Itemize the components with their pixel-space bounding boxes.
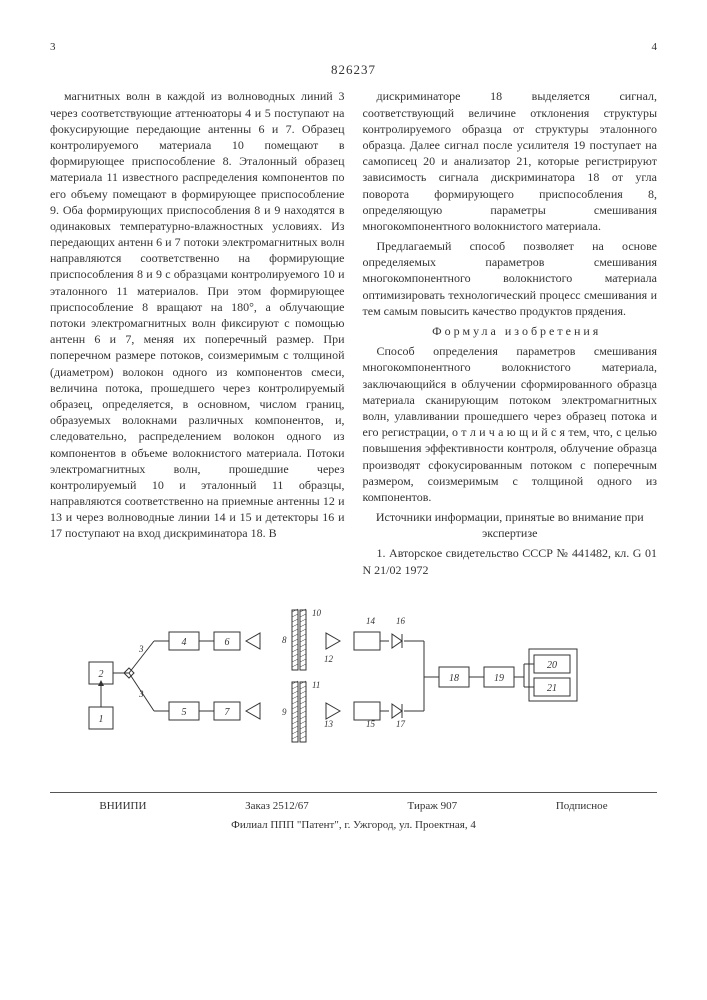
svg-text:12: 12 (324, 654, 334, 664)
footer-address: Филиал ППП "Патент", г. Ужгород, ул. Про… (50, 818, 657, 833)
svg-text:8: 8 (282, 635, 287, 645)
svg-text:16: 16 (396, 616, 406, 626)
footer-sub: Подписное (556, 799, 608, 814)
right-p2: Предлагаемый способ позволяет на основе … (363, 238, 658, 319)
svg-text:3: 3 (138, 644, 144, 654)
page-header: 3 4 (50, 40, 657, 55)
patent-number: 826237 (50, 61, 657, 79)
footer: ВНИИПИ Заказ 2512/67 Тираж 907 Подписное… (50, 792, 657, 833)
footer-tirazh: Тираж 907 (408, 799, 458, 814)
svg-text:21: 21 (547, 683, 557, 694)
svg-text:14: 14 (366, 616, 376, 626)
svg-text:2: 2 (98, 669, 103, 680)
svg-text:5: 5 (181, 707, 186, 718)
page-num-right: 4 (652, 40, 658, 55)
svg-text:20: 20 (547, 660, 557, 671)
right-p3: Способ определения параметров смешивания… (363, 343, 658, 505)
text-columns: магнитных волн в каждой из волноводных л… (50, 88, 657, 581)
svg-text:13: 13 (324, 719, 334, 729)
svg-text:15: 15 (366, 719, 376, 729)
sources-title: Источники информации, принятые во вниман… (363, 509, 658, 541)
left-p1: магнитных волн в каждой из волноводных л… (50, 88, 345, 541)
svg-text:18: 18 (449, 673, 459, 684)
right-p1: дискриминаторе 18 выделяется сигнал, соо… (363, 88, 658, 234)
svg-text:11: 11 (312, 680, 320, 690)
svg-text:19: 19 (494, 673, 504, 684)
schematic-diagram: 1245671819202110811933121314151617 (74, 602, 634, 762)
right-column: дискриминаторе 18 выделяется сигнал, соо… (363, 88, 658, 581)
right-p4: 1. Авторское свидетельство СССР № 441482… (363, 545, 658, 577)
svg-text:10: 10 (312, 608, 322, 618)
svg-text:4: 4 (181, 637, 186, 648)
footer-order: Заказ 2512/67 (245, 799, 309, 814)
left-column: магнитных волн в каждой из волноводных л… (50, 88, 345, 581)
footer-org: ВНИИПИ (99, 799, 146, 814)
svg-text:17: 17 (396, 719, 406, 729)
svg-text:3: 3 (138, 689, 144, 699)
formula-title: Формула изобретения (363, 323, 658, 339)
svg-text:6: 6 (224, 637, 229, 648)
page-num-left: 3 (50, 40, 56, 55)
svg-text:9: 9 (282, 707, 287, 717)
svg-text:1: 1 (98, 714, 103, 725)
